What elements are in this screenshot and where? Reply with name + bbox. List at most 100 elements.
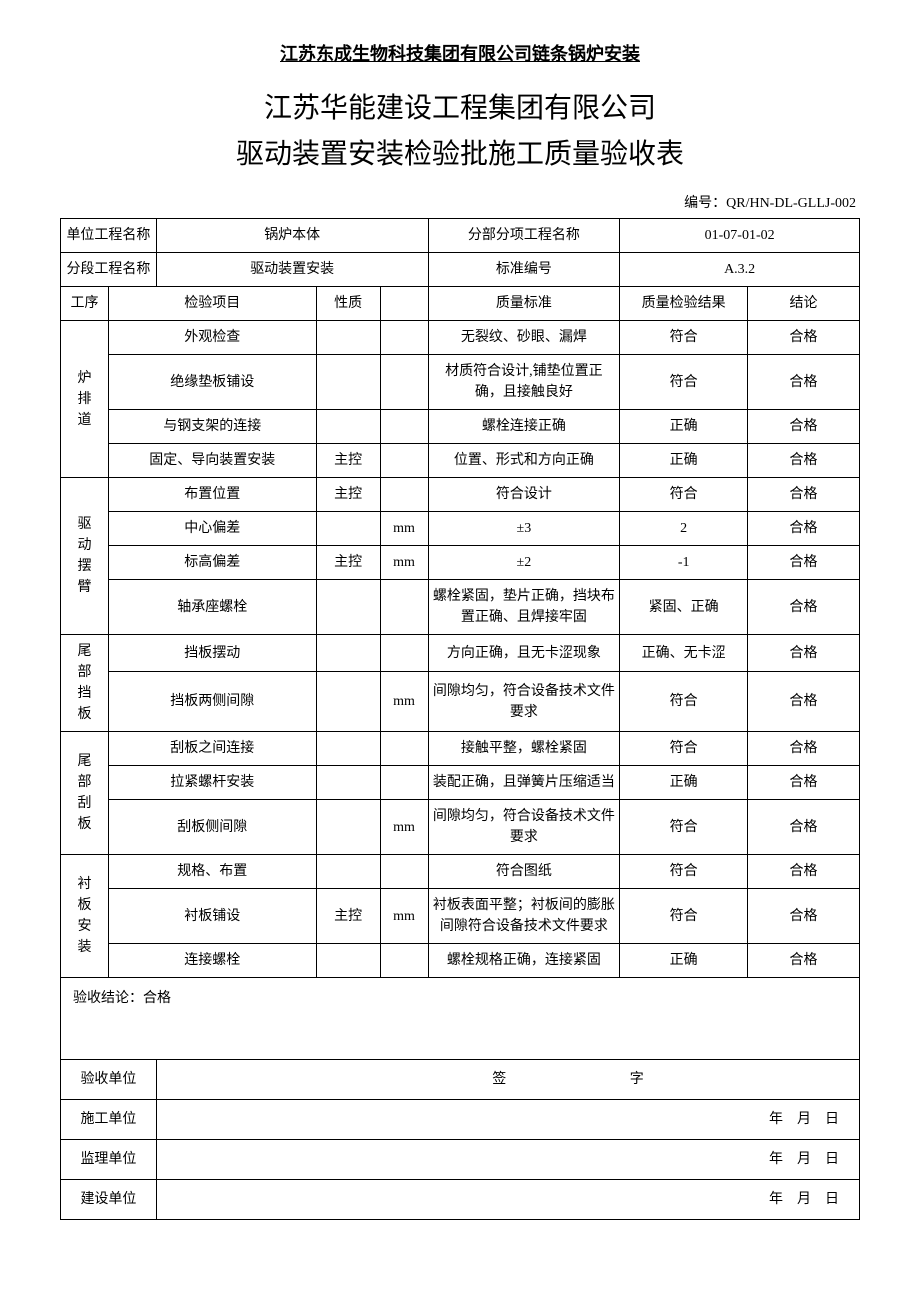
head-unit — [380, 287, 428, 321]
cell-concl: 合格 — [748, 672, 860, 732]
cell-std: 符合图纸 — [428, 855, 620, 889]
cell-result: 正确 — [620, 444, 748, 478]
data-row: 衬板安装规格、布置符合图纸符合合格 — [61, 855, 860, 889]
cell-concl: 合格 — [748, 800, 860, 855]
cell-concl: 合格 — [748, 855, 860, 889]
data-row: 固定、导向装置安装主控位置、形式和方向正确正确合格 — [61, 444, 860, 478]
data-row: 衬板铺设主控mm衬板表面平整；衬板间的膨胀间隙符合设备技术文件要求符合合格 — [61, 889, 860, 944]
cell-concl: 合格 — [748, 478, 860, 512]
cell-result: 2 — [620, 512, 748, 546]
cell-result: 符合 — [620, 732, 748, 766]
cell-nature: 主控 — [316, 889, 380, 944]
conclusion-value: 合格 — [143, 991, 171, 1006]
cell-concl: 合格 — [748, 732, 860, 766]
data-row: 连接螺栓螺栓规格正确，连接紧固正确合格 — [61, 944, 860, 978]
cell-concl: 合格 — [748, 546, 860, 580]
doc-no-label: 编号： — [684, 196, 726, 211]
cell-concl: 合格 — [748, 766, 860, 800]
data-row: 炉排道外观检查无裂纹、砂眼、漏焊符合合格 — [61, 321, 860, 355]
cell-nature — [316, 512, 380, 546]
cell-unit — [380, 944, 428, 978]
cell-item: 中心偏差 — [108, 512, 316, 546]
head-std: 质量标准 — [428, 287, 620, 321]
cell-nature — [316, 732, 380, 766]
cell-nature: 主控 — [316, 546, 380, 580]
cell-result: 正确 — [620, 766, 748, 800]
cell-std: ±3 — [428, 512, 620, 546]
cell-item: 衬板铺设 — [108, 889, 316, 944]
data-row: 尾部挡板挡板摆动方向正确，且无卡涩现象正确、无卡涩合格 — [61, 635, 860, 672]
sub-project: 01-07-01-02 — [620, 219, 860, 253]
cell-concl: 合格 — [748, 355, 860, 410]
cell-concl: 合格 — [748, 321, 860, 355]
data-row: 与钢支架的连接螺栓连接正确正确合格 — [61, 410, 860, 444]
doc-no-value: QR/HN-DL-GLLJ-002 — [726, 196, 856, 211]
cell-unit — [380, 355, 428, 410]
data-row: 刮板侧间隙mm间隙均匀，符合设备技术文件要求符合合格 — [61, 800, 860, 855]
construct-date: 年 月 日 — [156, 1100, 859, 1140]
group-name: 尾部刮板 — [61, 732, 109, 855]
cell-nature — [316, 355, 380, 410]
cell-result: 紧固、正确 — [620, 580, 748, 635]
data-row: 拉紧螺杆安装装配正确，且弹簧片压缩适当正确合格 — [61, 766, 860, 800]
cell-nature — [316, 766, 380, 800]
page-header: 江苏东成生物科技集团有限公司链条锅炉安装 — [60, 40, 860, 66]
meta-row-2: 分段工程名称 驱动装置安装 标准编号 A.3.2 — [61, 253, 860, 287]
stdno: A.3.2 — [620, 253, 860, 287]
meta-row-1: 单位工程名称 锅炉本体 分部分项工程名称 01-07-01-02 — [61, 219, 860, 253]
cell-nature — [316, 800, 380, 855]
cell-std: 螺栓连接正确 — [428, 410, 620, 444]
cell-nature — [316, 410, 380, 444]
cell-concl: 合格 — [748, 512, 860, 546]
cell-result: 正确 — [620, 410, 748, 444]
cell-concl: 合格 — [748, 635, 860, 672]
cell-concl: 合格 — [748, 889, 860, 944]
accept-unit-label: 验收单位 — [61, 1060, 157, 1100]
cell-item: 绝缘垫板铺设 — [108, 355, 316, 410]
cell-unit — [380, 732, 428, 766]
head-proc: 工序 — [61, 287, 109, 321]
cell-item: 与钢支架的连接 — [108, 410, 316, 444]
cell-item: 连接螺栓 — [108, 944, 316, 978]
cell-item: 挡板两侧间隙 — [108, 672, 316, 732]
head-concl: 结论 — [748, 287, 860, 321]
sig-char-1: 签 — [229, 1069, 507, 1090]
conclusion-label: 验收结论： — [73, 991, 143, 1006]
cell-nature — [316, 580, 380, 635]
cell-unit — [380, 321, 428, 355]
supervise-date: 年 月 日 — [156, 1140, 859, 1180]
supervise-label: 监理单位 — [61, 1140, 157, 1180]
cell-std: 无裂纹、砂眼、漏焊 — [428, 321, 620, 355]
cell-concl: 合格 — [748, 944, 860, 978]
cell-unit: mm — [380, 800, 428, 855]
cell-result: 符合 — [620, 800, 748, 855]
owner-label: 建设单位 — [61, 1180, 157, 1220]
cell-std: 接触平整，螺栓紧固 — [428, 732, 620, 766]
sub-project-label: 分部分项工程名称 — [428, 219, 620, 253]
cell-item: 轴承座螺栓 — [108, 580, 316, 635]
unit-project-label: 单位工程名称 — [61, 219, 157, 253]
cell-std: 衬板表面平整；衬板间的膨胀间隙符合设备技术文件要求 — [428, 889, 620, 944]
cell-item: 标高偏差 — [108, 546, 316, 580]
cell-item: 外观检查 — [108, 321, 316, 355]
cell-result: 符合 — [620, 855, 748, 889]
cell-nature: 主控 — [316, 478, 380, 512]
cell-unit — [380, 478, 428, 512]
cell-item: 规格、布置 — [108, 855, 316, 889]
cell-std: ±2 — [428, 546, 620, 580]
sig-header-row: 验收单位 签 字 — [61, 1060, 860, 1100]
cell-unit — [380, 766, 428, 800]
data-row: 绝缘垫板铺设材质符合设计,铺垫位置正确，且接触良好符合合格 — [61, 355, 860, 410]
cell-std: 螺栓紧固，垫片正确，挡块布置正确、且焊接牢固 — [428, 580, 620, 635]
inspection-table: 单位工程名称 锅炉本体 分部分项工程名称 01-07-01-02 分段工程名称 … — [60, 218, 860, 1220]
sig-char-2: 字 — [510, 1069, 788, 1090]
cell-result: -1 — [620, 546, 748, 580]
data-row: 轴承座螺栓 螺栓紧固，垫片正确，挡块布置正确、且焊接牢固紧固、正确合格 — [61, 580, 860, 635]
cell-item: 刮板侧间隙 — [108, 800, 316, 855]
cell-std: 间隙均匀，符合设备技术文件要求 — [428, 672, 620, 732]
unit-project: 锅炉本体 — [156, 219, 428, 253]
cell-unit: mm — [380, 672, 428, 732]
cell-unit: mm — [380, 546, 428, 580]
cell-concl: 合格 — [748, 580, 860, 635]
sig-supervise-row: 监理单位 年 月 日 — [61, 1140, 860, 1180]
